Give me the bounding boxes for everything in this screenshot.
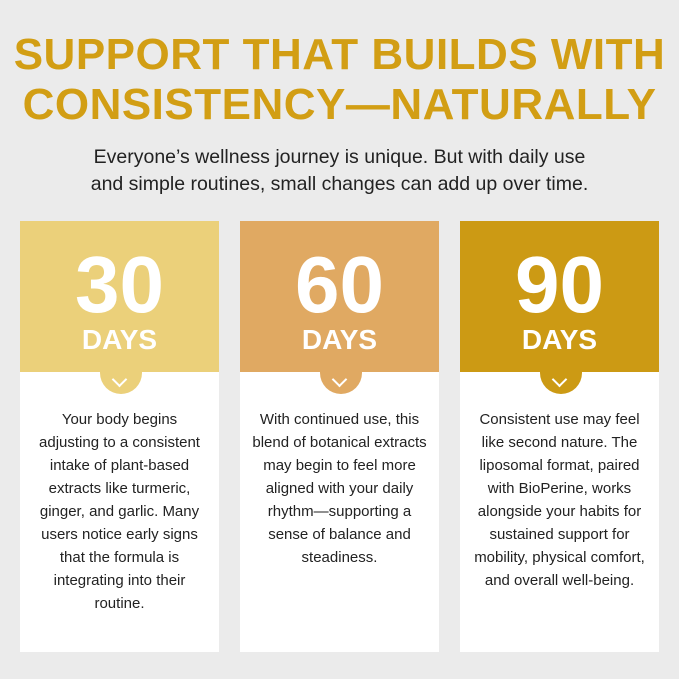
card-60-days: 60 DAYS With continued use, this blend o…	[240, 221, 439, 652]
subtitle: Everyone’s wellness journey is unique. B…	[0, 144, 679, 198]
chevron-down-icon	[551, 371, 568, 388]
tab	[100, 371, 142, 394]
tab	[540, 371, 582, 394]
subtitle-line-1: Everyone’s wellness journey is unique. B…	[93, 146, 586, 168]
card-header: 90 DAYS	[460, 221, 659, 394]
tab	[320, 371, 362, 394]
day-unit: DAYS	[521, 324, 598, 355]
chevron-down-icon	[111, 371, 128, 388]
card-text: Consistent use may feel like second natu…	[474, 411, 645, 589]
card-90-days: 90 DAYS Consistent use may feel like sec…	[460, 221, 659, 652]
day-unit: DAYS	[301, 324, 378, 355]
day-number: 30	[75, 240, 164, 329]
day-unit: DAYS	[81, 324, 158, 355]
chevron-down-icon	[331, 371, 348, 388]
day-number: 90	[515, 240, 604, 329]
day-number: 60	[295, 240, 384, 329]
headline-line-1: SUPPORT THAT BUILDS WITH	[13, 30, 666, 79]
card-header: 30 DAYS	[20, 221, 219, 394]
subtitle-line-2: and simple routines, small changes can a…	[90, 173, 589, 195]
headline-line-2: CONSISTENCY—NATURALLY	[22, 80, 657, 129]
card-text: Your body begins adjusting to a consiste…	[39, 411, 200, 612]
headline: SUPPORT THAT BUILDS WITH CONSISTENCY—NAT…	[0, 30, 679, 130]
card-30-days: 30 DAYS Your body begins adjusting to a …	[20, 221, 219, 652]
card-header: 60 DAYS	[240, 221, 439, 394]
card-text: With continued use, this blend of botani…	[252, 411, 427, 566]
